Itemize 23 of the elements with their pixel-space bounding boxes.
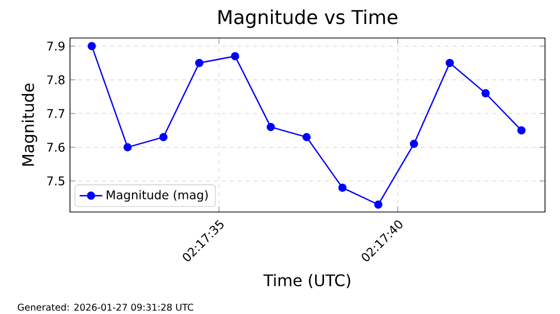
point	[88, 42, 96, 50]
y-tick-label: 7.5	[47, 176, 64, 186]
chart-title: Magnitude vs Time	[218, 9, 398, 28]
y-tick-label: 7.7	[47, 109, 64, 118]
point	[302, 133, 311, 142]
y-tick-label: 7.9	[47, 42, 64, 51]
y-tick-label: 7.8	[47, 75, 64, 84]
y-tick-label: 7.6	[47, 142, 65, 152]
point	[230, 52, 240, 60]
point	[123, 143, 132, 152]
legend-label: Magnitude (mag)	[106, 190, 208, 202]
text: Generated: 2026-01-27 09:31:28 UTC	[18, 304, 194, 311]
point	[338, 184, 347, 192]
point	[374, 200, 382, 209]
y-axis-title: Magnitude	[22, 84, 38, 166]
point	[446, 58, 454, 68]
point	[195, 58, 204, 68]
x-axis-title: Time (UTC)	[263, 274, 350, 288]
point	[266, 122, 275, 132]
point	[159, 133, 168, 142]
point	[410, 140, 418, 148]
point	[481, 89, 490, 98]
point	[517, 126, 526, 135]
